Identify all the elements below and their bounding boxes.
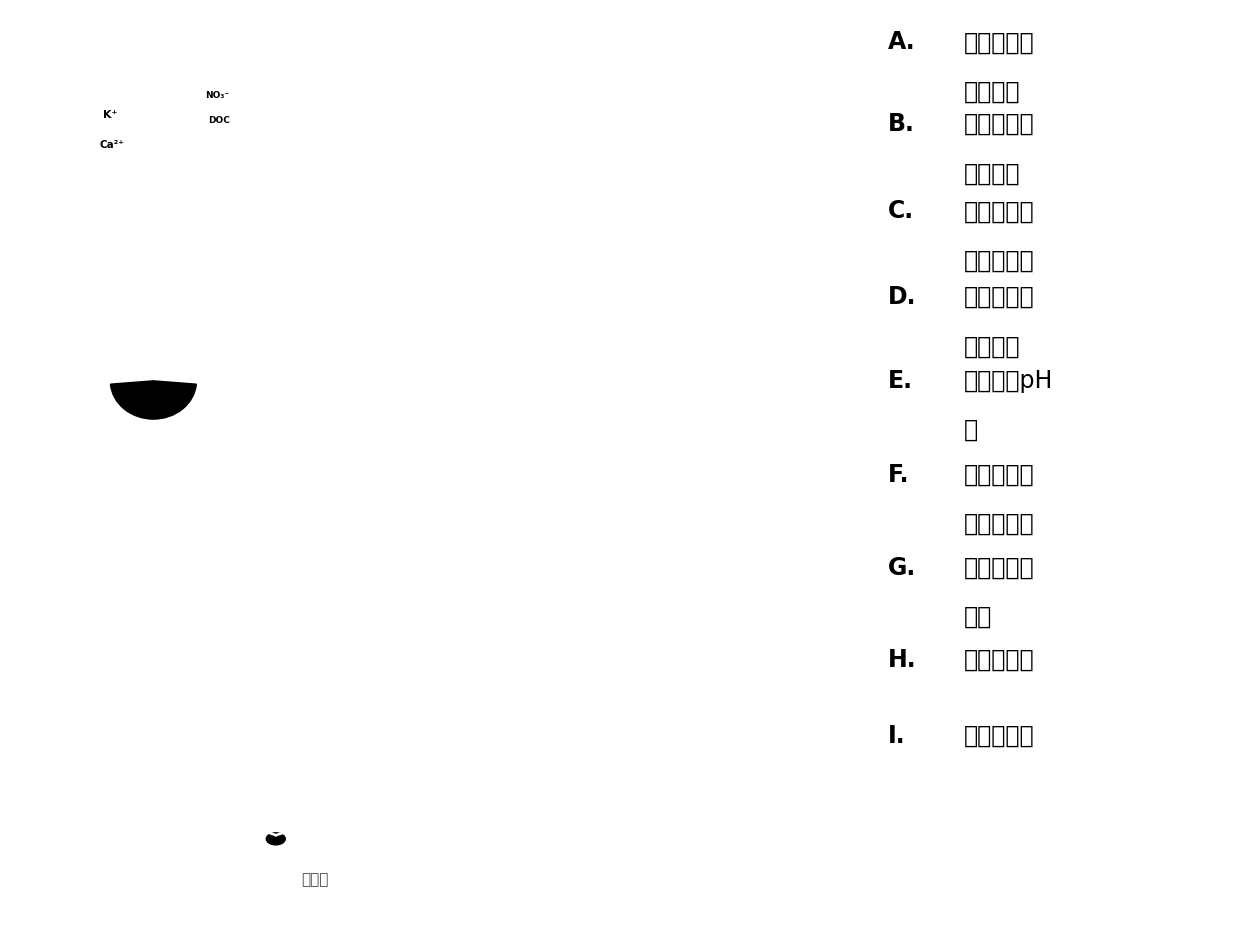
Text: E.: E.: [558, 264, 577, 282]
Text: 物质释放: 物质释放: [963, 334, 1021, 358]
Text: O: O: [724, 20, 734, 33]
Text: E.: E.: [888, 369, 914, 392]
Text: 提高物理持: 提高物理持: [963, 200, 1034, 223]
Text: CaCO: CaCO: [423, 261, 465, 276]
Text: K⁺: K⁺: [616, 24, 631, 37]
Text: 降解有机质: 降解有机质: [963, 512, 1034, 536]
Text: A.: A.: [272, 72, 291, 90]
Ellipse shape: [649, 248, 682, 333]
Text: C.: C.: [169, 245, 187, 263]
Text: 交换能力: 交换能力: [963, 80, 1021, 104]
Ellipse shape: [37, 521, 81, 550]
Ellipse shape: [365, 234, 397, 258]
Text: D.: D.: [888, 285, 916, 309]
Text: H.: H.: [888, 648, 916, 672]
Ellipse shape: [259, 829, 293, 848]
Text: NO: NO: [284, 187, 308, 202]
Text: O⁺: O⁺: [309, 211, 326, 225]
Text: 提高阴离子: 提高阴离子: [963, 112, 1034, 136]
Ellipse shape: [383, 233, 423, 260]
Text: N: N: [541, 452, 549, 466]
Text: G.: G.: [93, 501, 113, 519]
Text: 值: 值: [963, 418, 978, 442]
Text: NH: NH: [541, 498, 559, 511]
Text: 改良剂: 改良剂: [301, 872, 329, 887]
Text: H.: H.: [64, 325, 84, 343]
Text: 吸附生物可: 吸附生物可: [963, 463, 1034, 486]
Text: Ca: Ca: [319, 617, 337, 630]
Text: B.: B.: [508, 111, 527, 129]
Text: K⁺: K⁺: [439, 653, 456, 666]
Text: 增加共沉淀: 增加共沉淀: [963, 648, 1034, 672]
Text: 改良剂营养: 改良剂营养: [963, 285, 1034, 309]
Text: K⁺: K⁺: [103, 109, 118, 120]
Text: 交换能力: 交换能力: [963, 162, 1021, 185]
Text: I.: I.: [888, 724, 906, 748]
Text: C: C: [693, 30, 703, 43]
Ellipse shape: [55, 554, 109, 575]
Text: OH: OH: [569, 295, 590, 309]
Text: A.: A.: [888, 30, 916, 54]
Text: 提高阳离子: 提高阳离子: [963, 30, 1034, 54]
Text: H₂PO₄: H₂PO₄: [140, 668, 180, 681]
Text: 调节土壤pH: 调节土壤pH: [963, 369, 1053, 392]
Text: 水保肥能力: 水保肥能力: [963, 249, 1034, 273]
Wedge shape: [110, 381, 196, 419]
Text: KCl: KCl: [423, 238, 446, 252]
Ellipse shape: [267, 833, 285, 845]
Text: Mg: Mg: [216, 620, 237, 634]
Text: Ca₅(PO₄)₃OH: Ca₅(PO₄)₃OH: [185, 369, 277, 384]
Ellipse shape: [29, 554, 76, 570]
Text: 改善透气性: 改善透气性: [963, 724, 1034, 748]
Ellipse shape: [38, 517, 56, 531]
Text: 活性: 活性: [963, 605, 992, 629]
Text: NO₃⁻: NO₃⁻: [205, 91, 229, 100]
Text: F.: F.: [888, 463, 910, 486]
Text: Ca²⁺: Ca²⁺: [99, 141, 124, 150]
Ellipse shape: [361, 245, 403, 275]
Ellipse shape: [84, 90, 217, 178]
Text: C.: C.: [888, 200, 914, 223]
Ellipse shape: [192, 76, 283, 145]
Text: NH₂: NH₂: [590, 384, 615, 396]
Wedge shape: [78, 382, 185, 429]
Text: B.: B.: [888, 112, 915, 136]
Text: O: O: [653, 39, 665, 53]
Text: F.: F.: [496, 470, 511, 488]
Text: O: O: [526, 352, 537, 367]
Text: 调节微生物: 调节微生物: [963, 556, 1034, 580]
Text: G.: G.: [888, 556, 916, 580]
Text: D.: D.: [317, 359, 337, 377]
Text: O: O: [304, 256, 314, 269]
Text: DOC: DOC: [208, 116, 231, 124]
